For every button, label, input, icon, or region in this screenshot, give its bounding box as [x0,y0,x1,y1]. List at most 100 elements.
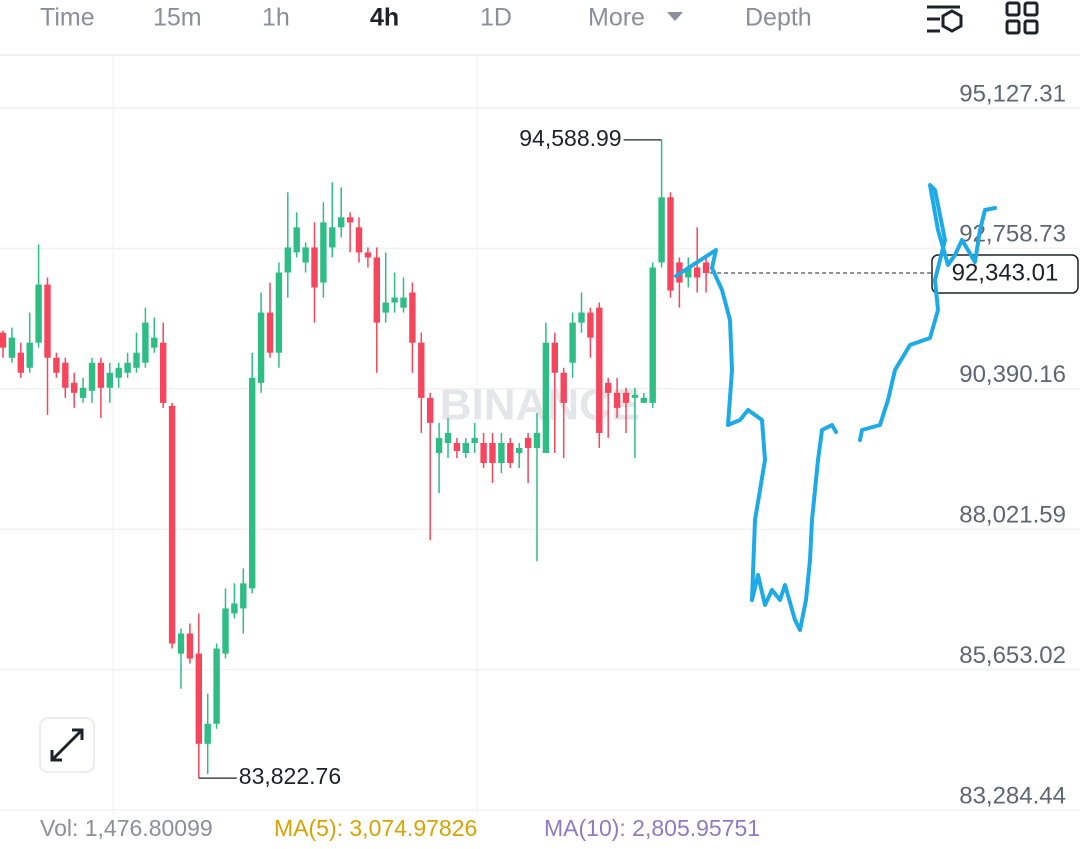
candle-body [578,312,585,323]
candle-body [275,272,283,353]
min-label: 83,822.76 [239,763,341,789]
candle-body [613,392,621,408]
candle-body [195,653,202,744]
candle-body [284,247,291,273]
tab[interactable]: Depth [745,4,812,32]
y-tick-label: 83,284.44 [959,782,1066,809]
candle-body [177,633,185,654]
layout-icon[interactable] [1005,1,1039,35]
candle-body [533,432,541,448]
expand-button[interactable] [39,717,95,773]
tab[interactable]: 4h [370,4,399,32]
candle-body [542,342,550,454]
drawing [858,183,997,442]
candle-body [133,352,140,368]
candle-body [622,392,630,403]
candle-body [142,322,149,363]
candle-body [0,332,7,348]
candle-body [596,307,603,433]
candle-body [44,284,51,358]
y-tick-label: 92,758.73 [959,221,1066,248]
price-box [931,254,1079,294]
settings-icon[interactable] [927,5,963,33]
candle-body [418,342,425,398]
candle-body [168,405,176,644]
ma10-label: MA(10): 2,805.95751 [544,815,760,841]
candle-body [631,394,639,398]
candle-body [249,377,256,589]
candle-body [53,357,60,373]
candle-body [8,337,16,358]
candle-body [293,227,300,253]
candle-body [400,297,407,308]
dropdown-arrow [667,12,683,21]
candle-body [444,432,452,443]
candle-body [151,337,158,348]
candle-body [26,342,33,368]
candle-body [569,322,576,363]
candle-body [257,312,265,383]
candle-body [222,608,229,654]
y-tick-label: 88,021.59 [959,502,1066,529]
candle-body [524,437,532,448]
candle-body [480,442,487,464]
y-tick-label: 85,653.02 [959,642,1066,669]
candle-body [498,442,505,464]
candle-body [97,362,105,388]
plot: 95,127.31 92,758.73 90,390.16 88,021.59 85,6… [0,80,1080,811]
candle-body [186,633,194,659]
candle-body [587,312,594,338]
candle-body [489,442,496,464]
candle-body [320,222,327,283]
candle-body [694,267,701,278]
candle-body [516,447,523,454]
vol-label: Vol: 1,476.80099 [40,815,213,841]
candle-body [302,247,309,263]
tab[interactable]: Time [40,4,95,32]
candle-body [435,437,443,454]
ma5-label: MA(5): 3,074.97826 [274,815,477,841]
candle-body [507,442,514,464]
candle-body [391,297,398,303]
candle-body [382,302,389,313]
drawing [674,248,838,632]
candle-body [471,437,478,443]
tab[interactable]: More [588,4,645,32]
candle-body [605,382,612,393]
candle-body [266,312,274,353]
candle-body [702,262,710,274]
max-label: 94,588.99 [519,125,621,151]
candle-body [658,197,665,263]
candle-body [364,252,372,258]
candle-body [667,197,674,291]
candle-body [115,367,122,378]
candle-body [640,397,647,403]
candle-body [17,352,24,373]
candle-body [685,267,692,278]
candle-body [213,648,220,724]
candle-body [88,362,96,391]
y-tick-label: 95,127.31 [959,80,1066,107]
candle-body [462,442,469,454]
candle-body [427,397,434,423]
price-label: 92,343.01 [952,259,1059,286]
candle-body [106,372,113,388]
candle-body [124,362,131,373]
candle-body [71,382,78,393]
candle-body [338,217,345,228]
tab[interactable]: 15m [153,4,202,32]
candle-body [346,217,354,223]
candle-body [240,583,247,609]
y-tick-label: 90,390.16 [959,361,1066,388]
candle-body [79,387,87,398]
candle-body [160,342,167,403]
tab[interactable]: 1D [480,4,512,32]
candle-body [355,227,363,253]
candle-body [551,342,558,373]
tab[interactable]: 1h [262,4,290,32]
toolbar: Time 15m 1h 4h 1D More Depth [40,4,812,32]
candle-body [453,442,461,451]
candle-body [35,284,42,343]
candle-body [409,292,416,343]
